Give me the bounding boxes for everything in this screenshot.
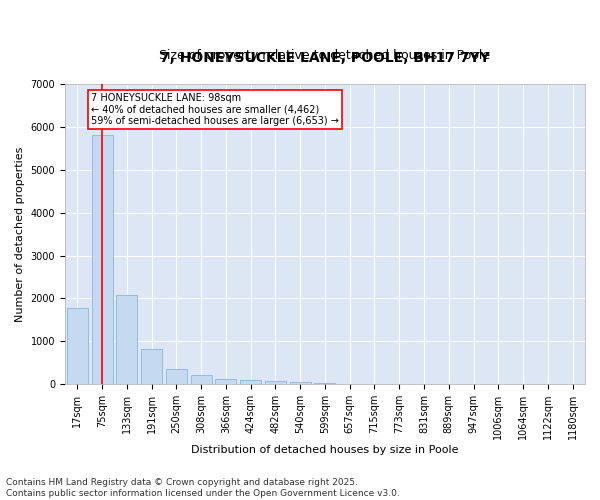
X-axis label: Distribution of detached houses by size in Poole: Distribution of detached houses by size …	[191, 445, 459, 455]
Bar	[67, 308, 88, 384]
Bar	[141, 349, 162, 384]
Y-axis label: Number of detached properties: Number of detached properties	[15, 146, 25, 322]
Text: Contains HM Land Registry data © Crown copyright and database right 2025.
Contai: Contains HM Land Registry data © Crown c…	[6, 478, 400, 498]
Bar	[265, 381, 286, 384]
Bar	[191, 375, 212, 384]
Bar	[215, 379, 236, 384]
Title: Size of property relative to detached houses in Poole: Size of property relative to detached ho…	[160, 49, 491, 62]
Bar	[290, 382, 311, 384]
Text: 7 HONEYSUCKLE LANE: 98sqm
← 40% of detached houses are smaller (4,462)
59% of se: 7 HONEYSUCKLE LANE: 98sqm ← 40% of detac…	[91, 92, 339, 126]
Bar	[116, 294, 137, 384]
Bar	[92, 134, 113, 384]
Bar	[314, 383, 335, 384]
Bar	[240, 380, 261, 384]
Bar	[166, 369, 187, 384]
Text: 7, HONEYSUCKLE LANE, POOLE, BH17 7YY: 7, HONEYSUCKLE LANE, POOLE, BH17 7YY	[160, 50, 490, 64]
